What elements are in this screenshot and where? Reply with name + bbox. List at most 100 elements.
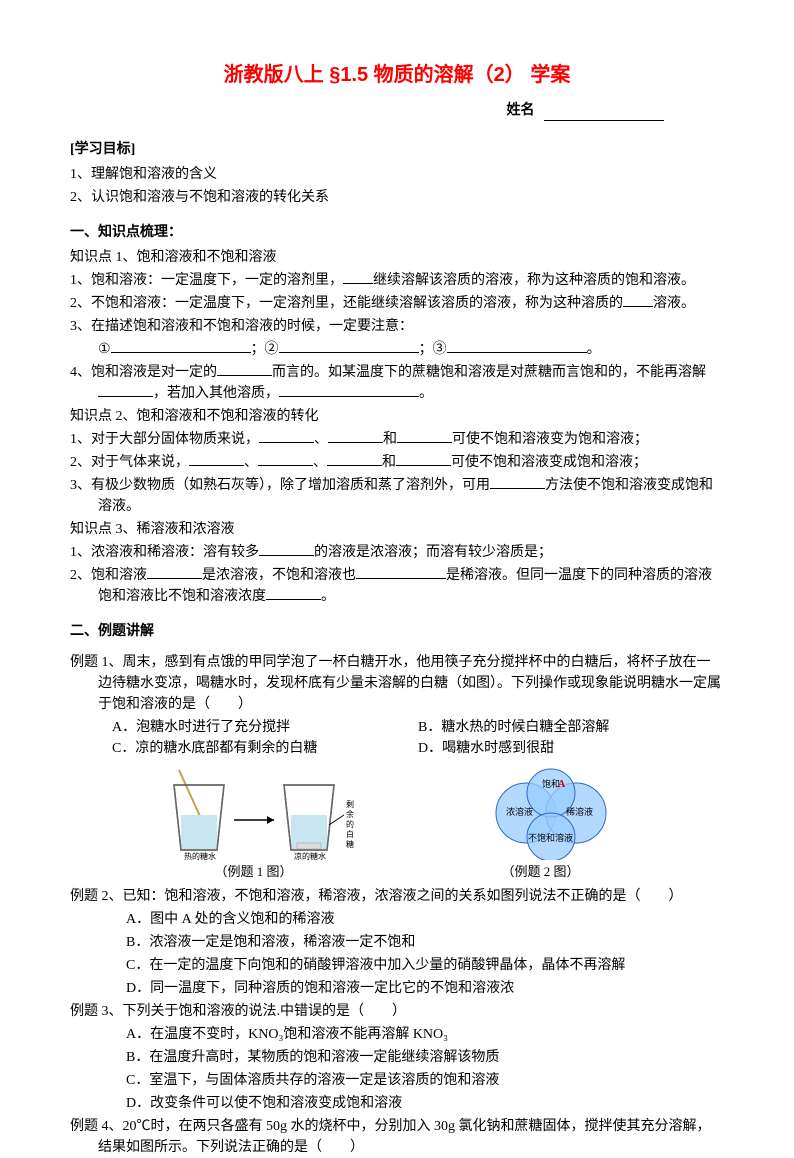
figures-row: 热的糖水 凉的糖水 剩 余 的 白 糖 浓溶液 稀溶液 饱和 A 不饱和溶液 <box>70 765 724 860</box>
kp1-1: 1、饱和溶液：一定温度下，一定的溶剂里， 继续溶解该溶质的溶液，称为这种溶质的饱和… <box>70 270 724 291</box>
svg-text:糖: 糖 <box>346 839 354 849</box>
ex2-b: B．浓溶液一定是饱和溶液，稀溶液一定不饱和 <box>70 932 724 953</box>
blank[interactable] <box>327 465 382 466</box>
text: 2、不饱和溶液：一定温度下，一定溶剂里，还能继续溶解该溶质的溶液，称为这种溶质的 <box>70 296 623 311</box>
blank[interactable] <box>279 352 419 353</box>
kp2-2: 2、对于气体来说， 、 、 和 可使不饱和溶液变成饱和溶液； <box>70 452 724 473</box>
blank[interactable] <box>259 442 314 443</box>
ex3-a: A．在温度不变时，KNO₃饱和溶液不能再溶解 KNO₃ <box>70 1024 724 1045</box>
fig2-left: 浓溶液 <box>506 806 533 817</box>
blank[interactable] <box>147 578 202 579</box>
blank[interactable] <box>328 442 383 443</box>
ex1-b: B．糖水热的时候白糖全部溶解 <box>418 717 724 738</box>
text: 3、有极少数物质（如熟石灰等），除了增加溶质和蒸了溶剂外，可用 <box>70 478 490 493</box>
text: ；③ <box>419 342 447 357</box>
ex1-row2: C．凉的糖水底部都有剩余的白糖 D．喝糖水时感到很甜 <box>70 738 724 759</box>
ex1-c: C．凉的糖水底部都有剩余的白糖 <box>112 738 418 759</box>
fig1-res-1: 剩 <box>346 799 354 809</box>
kp2-3: 3、有极少数物质（如熟石灰等），除了增加溶质和蒸了溶剂外，可用方法使不饱和溶液变… <box>70 475 724 517</box>
figure-2-venn: 浓溶液 稀溶液 饱和 A 不饱和溶液 <box>466 765 636 860</box>
ex2-a: A．图中 A 处的含义饱和的稀溶液 <box>70 909 724 930</box>
blank[interactable] <box>623 306 653 307</box>
blank[interactable] <box>189 465 244 466</box>
blank[interactable] <box>356 578 446 579</box>
blank[interactable] <box>396 465 451 466</box>
blank[interactable] <box>98 396 153 397</box>
text: 4、饱和溶液是对一定的 <box>70 365 217 380</box>
blank[interactable] <box>111 352 251 353</box>
ex1-a: A．泡糖水时进行了充分搅拌 <box>112 717 418 738</box>
kp3-1: 1、浓溶液和稀溶液：溶有较多 的溶液是浓溶液；而溶有较少溶质是； <box>70 542 724 563</box>
ex3-stem: 例题 3、下列关于饱和溶液的说法.中错误的是（ ） <box>70 1001 724 1022</box>
text: 溶液。 <box>653 296 695 311</box>
fig2-bottom: 不饱和溶液 <box>528 832 573 843</box>
text: 的溶液是浓溶液；而溶有较少溶质是； <box>314 545 552 560</box>
ex2-d: D．同一温度下，同种溶质的饱和溶液一定比它的不饱和溶液浓 <box>70 978 724 999</box>
kp1-2: 2、不饱和溶液：一定温度下，一定溶剂里，还能继续溶解该溶质的溶液，称为这种溶质的… <box>70 293 724 314</box>
goal-2: 2、认识饱和溶液与不饱和溶液的转化关系 <box>70 187 724 208</box>
blank[interactable] <box>343 283 373 284</box>
text: 2、对于气体来说， <box>70 455 189 470</box>
kp1-title: 知识点 1、饱和溶液和不饱和溶液 <box>70 247 724 268</box>
figure-1-cups: 热的糖水 凉的糖水 剩 余 的 白 糖 <box>159 765 369 860</box>
fig2-right: 稀溶液 <box>566 806 593 817</box>
kp2-title: 知识点 2、饱和溶液和不饱和溶液的转化 <box>70 406 724 427</box>
text: 是稀溶液。但同一温度下的同种溶质的溶液饱和溶液比不饱和溶液浓度 <box>98 568 712 604</box>
doc-title: 浙教版八上 §1.5 物质的溶解（2） 学案 <box>70 60 724 90</box>
text: 继续溶解该溶质的溶液，称为这种溶质的饱和溶液。 <box>373 273 695 288</box>
examples-header: 二、例题讲解 <box>70 621 724 642</box>
ex3-b: B．在温度升高时，某物质的饱和溶液一定能继续溶解该物质 <box>70 1047 724 1068</box>
blank[interactable] <box>266 599 321 600</box>
text: 、 <box>313 455 327 470</box>
kp3-2: 2、饱和溶液 是浓溶液，不饱和溶液也是稀溶液。但同一温度下的同种溶质的溶液饱和溶液… <box>70 565 724 607</box>
ex4-stem: 例题 4、20℃时，在两只各盛有 50g 水的烧杯中，分别加入 30g 氯化钠和… <box>70 1116 724 1158</box>
goal-1: 1、理解饱和溶液的含义 <box>70 164 724 185</box>
fig1-hot-label: 热的糖水 <box>184 851 216 860</box>
svg-text:余: 余 <box>346 809 354 819</box>
text: 、 <box>244 455 258 470</box>
blank[interactable] <box>397 442 452 443</box>
blank[interactable] <box>259 555 314 556</box>
blank[interactable] <box>447 352 587 353</box>
text: 和 <box>382 455 396 470</box>
kp1-3: 3、在描述饱和溶液和不饱和溶液的时候，一定要注意： <box>70 316 724 337</box>
text: 1、对于大部分固体物质来说， <box>70 432 259 447</box>
text: 是浓溶液，不饱和溶液也 <box>202 568 356 583</box>
svg-text:的: 的 <box>346 819 354 829</box>
ex3-c: C．室温下，与固体溶质共存的溶液一定是该溶质的饱和溶液 <box>70 1070 724 1091</box>
text: 、 <box>314 432 328 447</box>
ex2-c: C．在一定的温度下向饱和的硝酸钾溶液中加入少量的硝酸钾晶体，晶体不再溶解 <box>70 955 724 976</box>
text: ① <box>98 342 111 357</box>
text: ，若加入其他溶质， <box>153 386 279 401</box>
text: 和 <box>383 432 397 447</box>
ex3-d: D．改变条件可以使不饱和溶液变成饱和溶液 <box>70 1093 724 1114</box>
text: 可使不饱和溶液变成饱和溶液； <box>451 455 647 470</box>
kp1-4: 4、饱和溶液是对一定的 而言的。如某温度下的蔗糖饱和溶液是对蔗糖而言饱和的，不能再… <box>70 362 724 404</box>
blank[interactable] <box>258 465 313 466</box>
name-row: 姓名 <box>70 100 724 121</box>
goals-header: [学习目标] <box>70 139 724 160</box>
kp1-3-blanks: ① ；② ；③ 。 <box>70 339 724 360</box>
blank[interactable] <box>490 488 545 489</box>
svg-text:白: 白 <box>346 829 354 839</box>
fig1-cool-label: 凉的糖水 <box>294 851 326 860</box>
text: 而言的。如某温度下的蔗糖饱和溶液是对蔗糖而言饱和的，不能再溶解 <box>272 365 706 380</box>
text: 。 <box>321 589 335 604</box>
fig1-caption: （例题 1 图） <box>214 862 292 882</box>
points-header: 一、知识点梳理： <box>70 222 724 243</box>
fig2-caption: （例题 2 图） <box>501 862 579 882</box>
text: 。 <box>587 342 601 357</box>
ex2-stem: 例题 2、已知：饱和溶液，不饱和溶液，稀溶液，浓溶液之间的关系如图列说法不正确的… <box>70 886 724 907</box>
fig-captions: （例题 1 图） （例题 2 图） <box>70 862 724 882</box>
fig2-a: A <box>558 779 566 790</box>
text: 1、浓溶液和稀溶液：溶有较多 <box>70 545 259 560</box>
text: 1、饱和溶液：一定温度下，一定的溶剂里， <box>70 273 343 288</box>
blank[interactable] <box>217 375 272 376</box>
text: ；② <box>251 342 279 357</box>
ex1-d: D．喝糖水时感到很甜 <box>418 738 724 759</box>
name-label: 姓名 <box>507 103 535 118</box>
text: 可使不饱和溶液变为饱和溶液； <box>452 432 648 447</box>
name-blank[interactable] <box>544 120 664 121</box>
text: 2、饱和溶液 <box>70 568 147 583</box>
blank[interactable] <box>279 396 419 397</box>
